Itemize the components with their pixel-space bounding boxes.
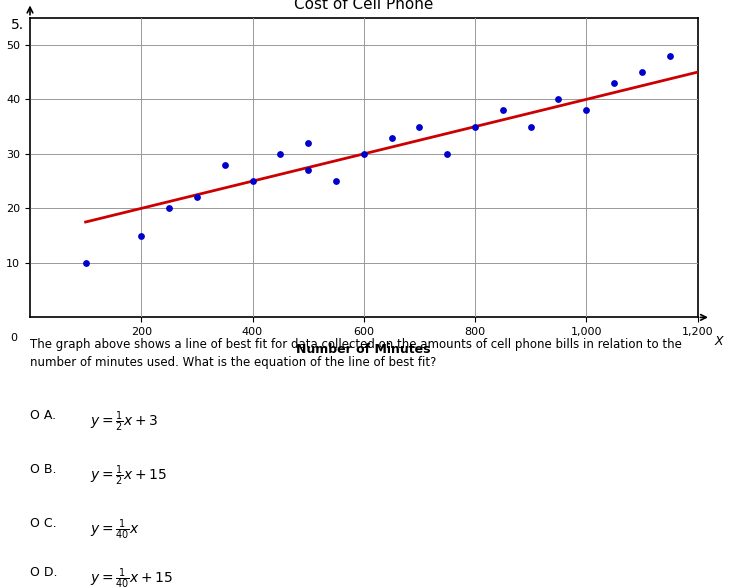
Point [219,160,231,169]
Text: $y = \frac{1}{40}x + 15$: $y = \frac{1}{40}x + 15$ [90,566,173,588]
Point [358,149,370,159]
Point [636,68,648,77]
Text: 0: 0 [10,333,16,343]
Point [274,149,286,159]
Point [469,122,481,131]
Point [413,122,425,131]
Point [441,149,453,159]
Text: $y = \frac{1}{2}x + 3$: $y = \frac{1}{2}x + 3$ [90,409,158,434]
Point [302,166,314,175]
Text: The graph above shows a line of best fit for data collected on the amounts of ce: The graph above shows a line of best fit… [30,338,682,369]
Title: Cost of Cell Phone: Cost of Cell Phone [294,0,433,12]
Point [135,231,147,240]
Point [608,78,620,88]
Text: X: X [714,335,723,348]
Point [163,203,175,213]
Point [190,193,202,202]
X-axis label: Number of Minutes: Number of Minutes [296,343,431,356]
Text: 5.: 5. [11,18,24,32]
Point [580,106,592,115]
Point [330,176,342,186]
Text: $y = \frac{1}{2}x + 15$: $y = \frac{1}{2}x + 15$ [90,463,167,488]
Text: O B.: O B. [30,463,56,476]
Point [80,258,92,268]
Point [496,106,508,115]
Text: O A.: O A. [30,409,56,422]
Text: O D.: O D. [30,566,58,579]
Point [247,176,259,186]
Point [386,133,398,142]
Point [553,95,565,104]
Text: $y = \frac{1}{40}x$: $y = \frac{1}{40}x$ [90,517,140,542]
Point [302,138,314,148]
Text: O C.: O C. [30,517,57,530]
Point [664,51,676,61]
Point [525,122,537,131]
